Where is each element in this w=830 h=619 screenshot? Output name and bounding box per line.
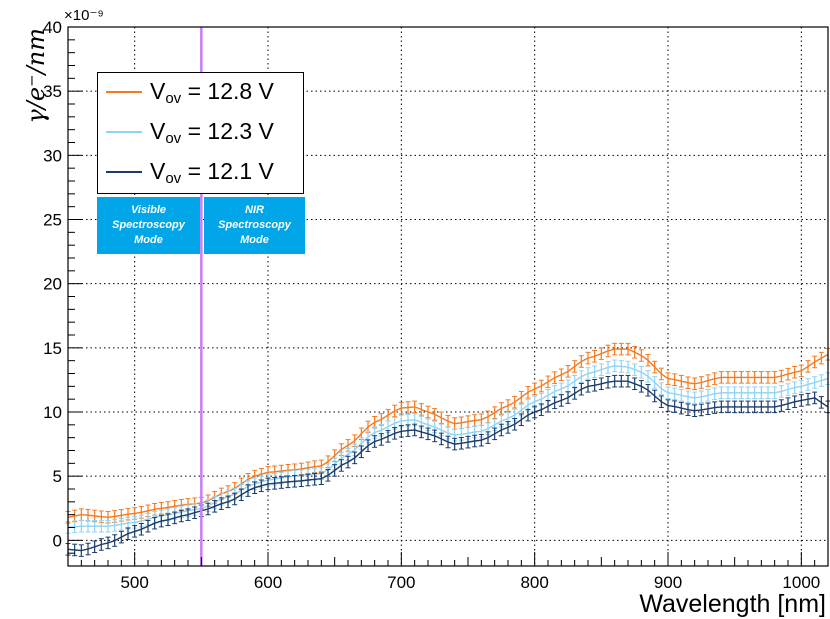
axis-ticks: 500 600 700 800 900 1000 0 5 10 15 20 25 30 35 40 bbox=[43, 18, 829, 592]
legend-swatch-12-3 bbox=[106, 131, 142, 133]
legend-entry-12-1: Vov = 12.1 V bbox=[106, 153, 274, 191]
y-tick-label: 5 bbox=[53, 467, 62, 486]
x-tick-label: 1000 bbox=[782, 573, 820, 592]
legend-label-main: V bbox=[150, 157, 166, 184]
visible-mode-annotation: Visible Spectroscopy Mode bbox=[97, 197, 200, 254]
y-tick-label: 40 bbox=[43, 18, 62, 37]
legend: Vov = 12.8 V Vov = 12.3 V Vov = 12.1 V bbox=[97, 72, 304, 194]
y-tick-label: 0 bbox=[53, 531, 62, 550]
legend-label-sub: ov bbox=[165, 169, 182, 187]
x-tick-label: 700 bbox=[387, 573, 415, 592]
legend-label-sub: ov bbox=[165, 89, 182, 107]
nir-mode-annotation: NIR Spectroscopy Mode bbox=[204, 197, 305, 254]
legend-label-main: V bbox=[150, 77, 166, 104]
y-tick-label: 15 bbox=[43, 339, 62, 358]
y-tick-label: 30 bbox=[43, 146, 62, 165]
legend-swatch-12-1 bbox=[106, 171, 142, 173]
series-layer bbox=[65, 342, 830, 557]
annotation-line: Spectroscopy bbox=[112, 219, 185, 231]
y-axis-multiplier: ×10⁻⁹ bbox=[64, 7, 104, 24]
legend-label-main: V bbox=[150, 117, 166, 144]
y-tick-label: 20 bbox=[43, 275, 62, 294]
x-tick-label: 800 bbox=[520, 573, 548, 592]
legend-label-sub: ov bbox=[165, 129, 182, 147]
annotation-line: Visible bbox=[130, 204, 167, 216]
annotation-line: Spectroscopy bbox=[218, 219, 291, 231]
y-tick-label: 25 bbox=[43, 211, 62, 230]
annotation-line: Mode bbox=[240, 234, 269, 246]
x-tick-label: 500 bbox=[120, 573, 148, 592]
x-tick-label: 900 bbox=[654, 573, 682, 592]
y-tick-label: 10 bbox=[43, 403, 62, 422]
y-tick-label: 35 bbox=[43, 82, 62, 101]
legend-label-rest: = 12.8 V bbox=[181, 77, 274, 104]
y-axis-label: γ/e⁻/nm bbox=[22, 28, 50, 124]
legend-entry-12-3: Vov = 12.3 V bbox=[106, 113, 274, 151]
annotation-line: NIR bbox=[245, 204, 264, 216]
legend-swatch-12-8 bbox=[106, 91, 142, 93]
legend-label-rest: = 12.3 V bbox=[181, 117, 274, 144]
x-axis-label: Wavelength [nm] bbox=[639, 590, 826, 618]
series-2 bbox=[65, 374, 830, 557]
legend-label-rest: = 12.1 V bbox=[181, 157, 274, 184]
annotation-line: Mode bbox=[134, 234, 163, 246]
x-tick-label: 600 bbox=[254, 573, 282, 592]
legend-entry-12-8: Vov = 12.8 V bbox=[106, 73, 274, 111]
series-line bbox=[67, 380, 829, 552]
